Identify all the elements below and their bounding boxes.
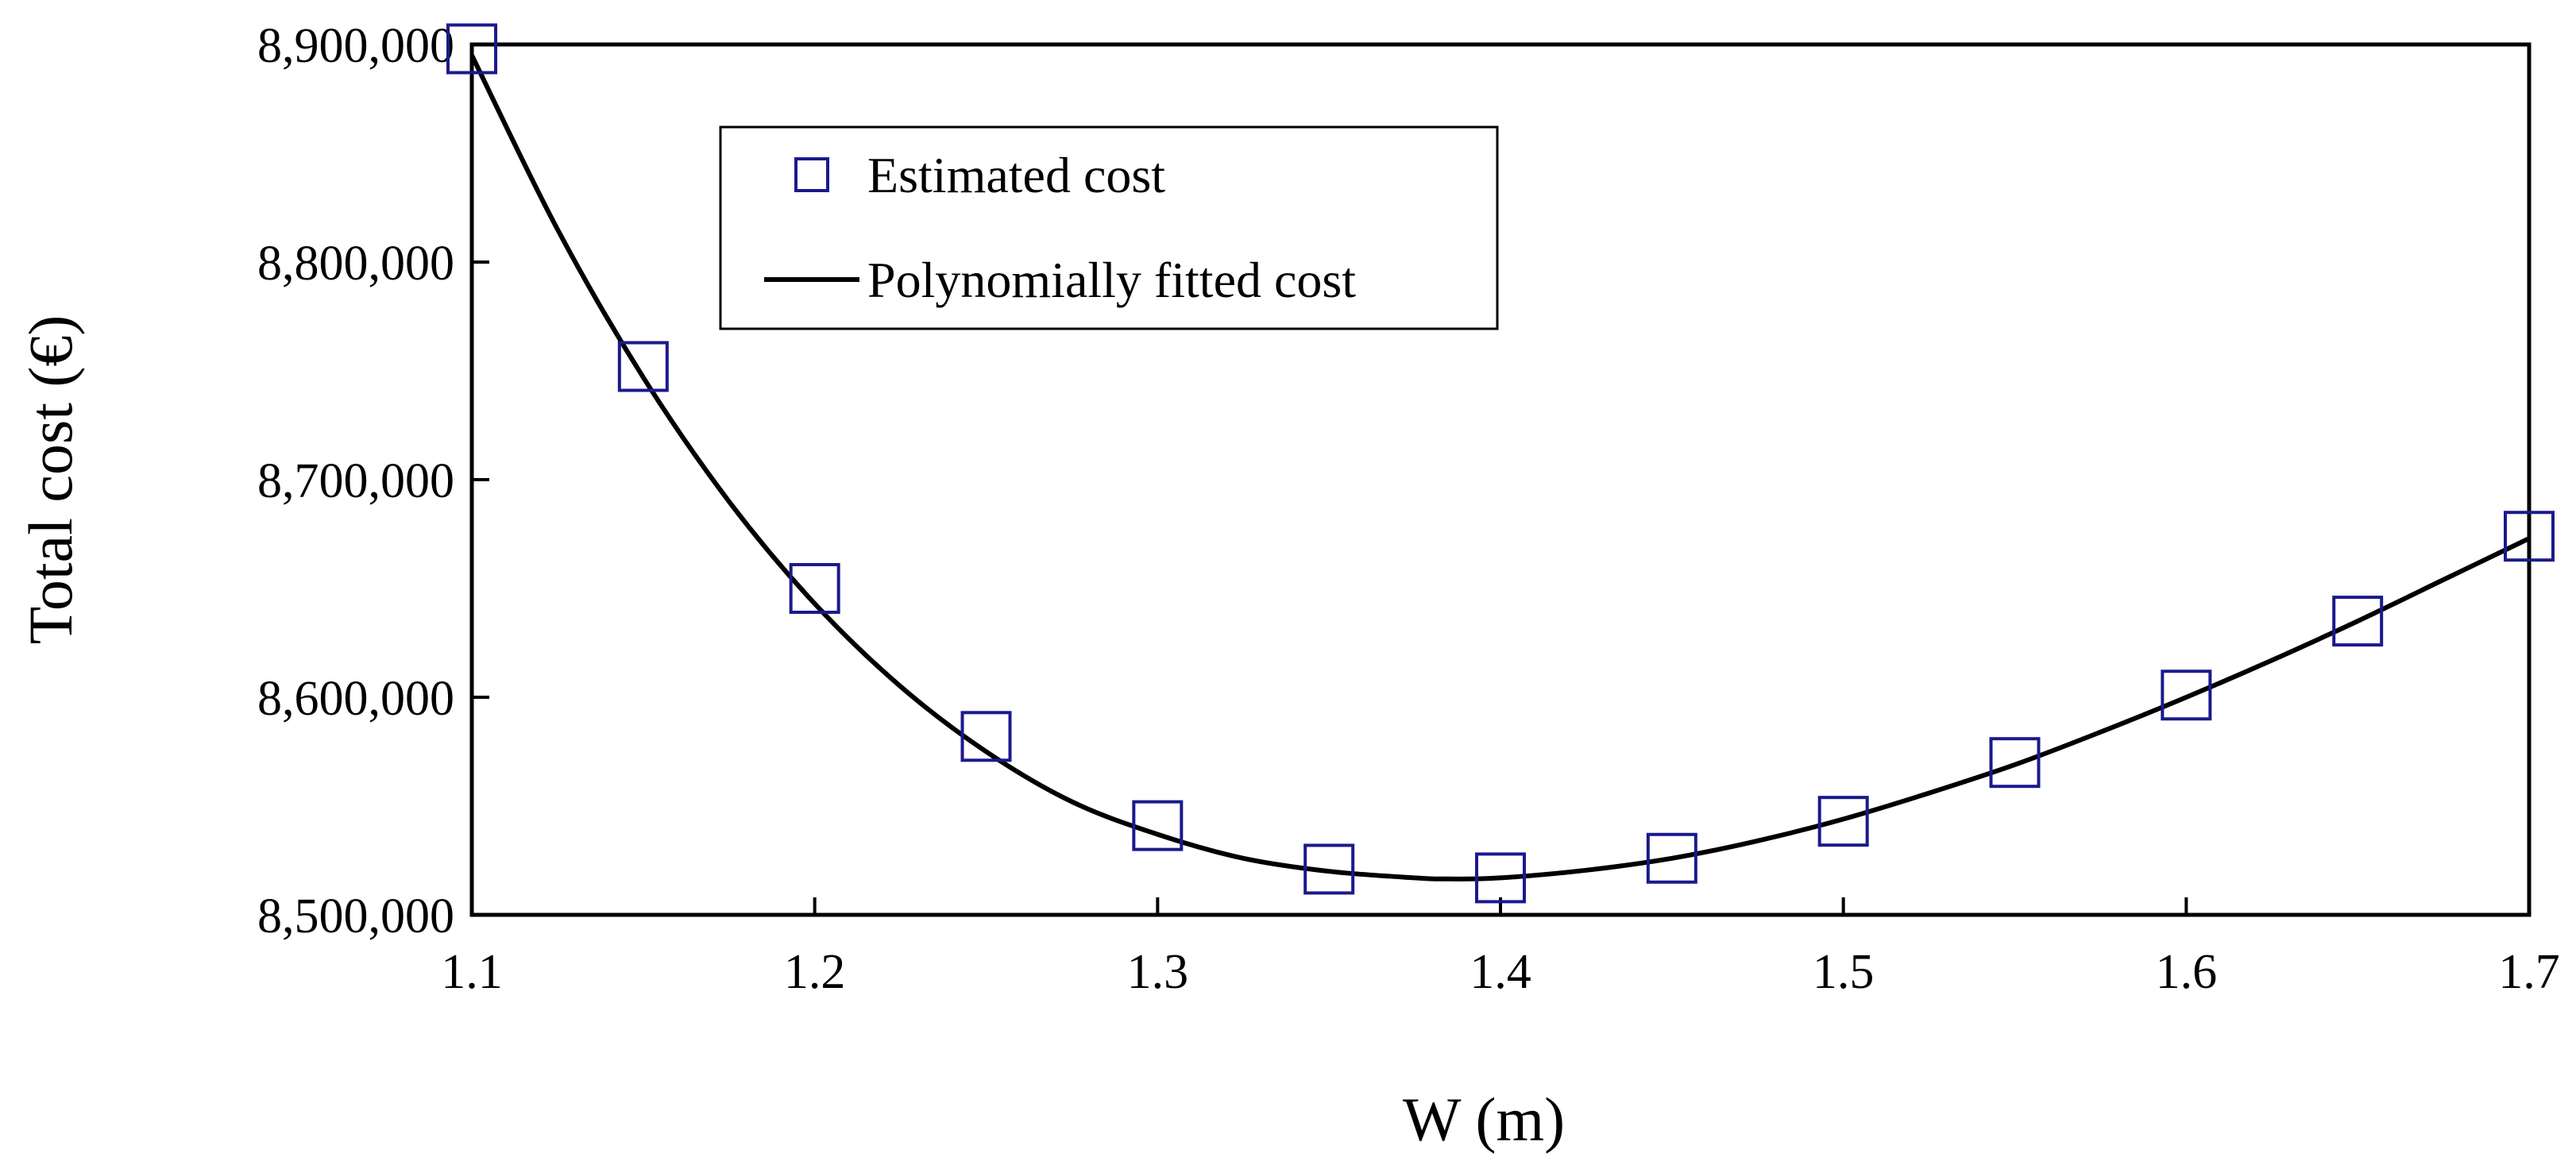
estimated-cost-point: [1989, 737, 2041, 789]
x-tick-label: 1.4: [1470, 945, 1531, 999]
estimated-cost-point: [2504, 511, 2555, 562]
legend-box: [719, 125, 1499, 330]
estimated-cost-point: [1303, 843, 1355, 895]
estimated-cost-point: [1817, 796, 1869, 847]
fitted-cost-line: [469, 54, 2531, 881]
x-tick-label: 1.5: [1813, 945, 1875, 999]
legend-label-estimated: Estimated cost: [867, 147, 1165, 203]
y-axis-title: Total cost (€): [16, 315, 85, 645]
x-tick-label: 1.2: [784, 945, 846, 999]
x-tick-label: 1.6: [2156, 945, 2218, 999]
legend-label-fitted: Polynomially fitted cost: [867, 252, 1356, 308]
x-axis-ticks: 1.1 1.2 1.3 1.4 1.5 1.6 1.7: [441, 897, 2560, 999]
x-tick-label: 1.7: [2498, 945, 2560, 999]
x-tick-label: 1.1: [441, 945, 503, 999]
estimated-cost-point: [2161, 669, 2212, 721]
legend: Estimated cost Polynomially fitted cost: [719, 125, 1499, 330]
estimated-cost-point: [2332, 596, 2384, 647]
x-tick-label: 1.3: [1127, 945, 1189, 999]
estimated-cost-point: [960, 711, 1012, 762]
estimated-cost-point: [789, 563, 840, 614]
y-tick-label: 8,600,000: [257, 672, 454, 726]
estimated-cost-point: [446, 23, 497, 75]
estimated-cost-point: [1132, 800, 1184, 851]
y-tick-label: 8,500,000: [257, 889, 454, 943]
y-tick-label: 8,800,000: [257, 237, 454, 291]
y-tick-label: 8,900,000: [257, 19, 454, 73]
estimated-cost-point: [1475, 852, 1526, 904]
legend-marker-square-icon: [794, 157, 829, 192]
estimated-cost-point: [1646, 832, 1697, 884]
y-axis-ticks: 8,500,000 8,600,000 8,700,000 8,800,000 8,90…: [257, 19, 489, 943]
y-tick-label: 8,700,000: [257, 454, 454, 508]
estimated-cost-markers: [446, 23, 2555, 904]
estimated-cost-point: [617, 341, 669, 392]
x-axis-title: W (m): [1403, 1085, 1565, 1154]
